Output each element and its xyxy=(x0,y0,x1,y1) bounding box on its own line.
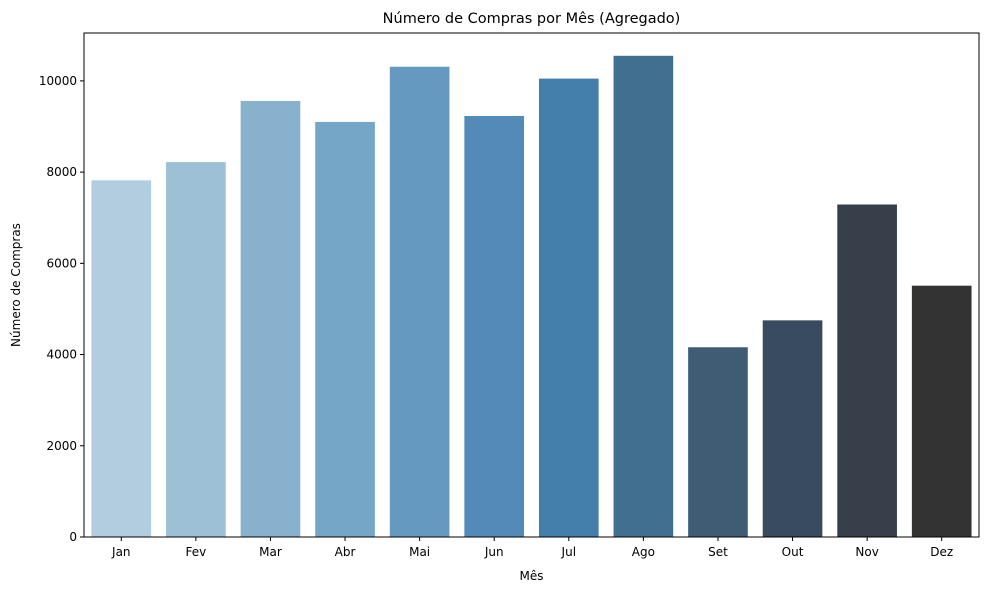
bar-abr xyxy=(315,121,375,538)
chart-title: Número de Compras por Mês (Agregado) xyxy=(383,11,681,27)
x-tick-label: Mai xyxy=(409,545,430,559)
x-tick-label: Mar xyxy=(259,545,282,559)
bars-group xyxy=(91,55,972,538)
x-axis-label: Mês xyxy=(520,569,544,583)
x-tick-label: Set xyxy=(708,545,728,559)
bar-ago xyxy=(613,55,674,538)
x-tick-label: Fev xyxy=(186,545,207,559)
plot-frame xyxy=(83,32,980,538)
x-tick-label: Jun xyxy=(484,545,504,559)
y-tick-label: 10000 xyxy=(39,74,77,88)
y-tick-label: 6000 xyxy=(46,256,77,270)
bar-set xyxy=(688,347,748,537)
x-tick-label: Jan xyxy=(111,545,131,559)
bar-jan xyxy=(91,180,152,538)
y-tick-label: 4000 xyxy=(46,348,77,362)
x-tick-label: Ago xyxy=(632,545,655,559)
bar-jun xyxy=(464,116,525,537)
bar-dez xyxy=(911,285,972,537)
x-tick-label: Jul xyxy=(561,545,576,559)
x-tick-label: Abr xyxy=(335,545,356,559)
x-tick-label: Out xyxy=(782,545,804,559)
y-tick-label: 8000 xyxy=(46,165,77,179)
bar-out xyxy=(762,320,823,537)
bar-mai xyxy=(389,66,450,537)
bar-fev xyxy=(166,162,226,537)
bar-mar xyxy=(240,100,301,538)
bar-nov xyxy=(837,204,897,537)
y-tick-label: 0 xyxy=(69,530,77,544)
y-axis-label: Número de Compras xyxy=(9,223,23,347)
x-axis: Jan Fev Mar Abr Mai Jun Jul Ago Set Out Nov Dez xyxy=(111,537,953,559)
y-tick-label: 2000 xyxy=(46,439,77,453)
bar-jul xyxy=(538,78,599,537)
x-tick-label: Dez xyxy=(930,545,953,559)
x-tick-label: Nov xyxy=(855,545,878,559)
y-axis: 0 2000 4000 6000 8000 10000 xyxy=(39,74,84,544)
